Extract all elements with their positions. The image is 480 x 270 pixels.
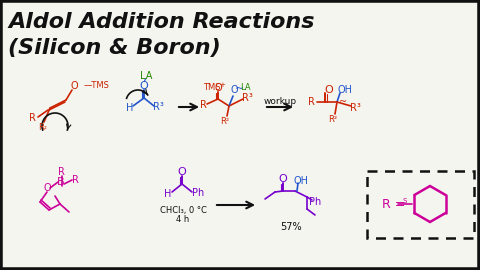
Text: OH: OH — [337, 85, 352, 95]
Text: O: O — [140, 81, 148, 91]
Text: R³: R³ — [349, 103, 360, 113]
Text: +: + — [219, 82, 225, 88]
Text: O: O — [230, 85, 238, 95]
Text: OH: OH — [293, 176, 309, 186]
Text: —TMS: —TMS — [84, 82, 110, 90]
Text: R: R — [72, 175, 78, 185]
Text: ²: ² — [44, 127, 47, 133]
Text: TMS: TMS — [203, 83, 220, 93]
Text: ~: ~ — [339, 97, 347, 107]
Text: workup: workup — [264, 97, 297, 106]
Text: R³: R³ — [241, 93, 252, 103]
Text: R: R — [29, 113, 36, 123]
Text: O: O — [214, 83, 222, 93]
Text: Aldol Addition Reactions: Aldol Addition Reactions — [8, 12, 314, 32]
Text: H: H — [164, 189, 172, 199]
Text: R: R — [38, 123, 44, 133]
Text: 57%: 57% — [280, 222, 302, 232]
Text: R =: R = — [382, 197, 406, 211]
Text: R²: R² — [220, 117, 229, 127]
Text: Ph: Ph — [309, 197, 321, 207]
Text: ~: ~ — [234, 84, 244, 94]
Text: LA: LA — [140, 71, 152, 81]
Text: S: S — [403, 198, 407, 204]
Text: O: O — [178, 167, 186, 177]
Text: LA: LA — [240, 83, 250, 93]
Text: O: O — [43, 183, 51, 193]
Text: R: R — [308, 97, 314, 107]
Text: Ph: Ph — [192, 188, 204, 198]
Text: CHCl₃, 0 °C: CHCl₃, 0 °C — [159, 205, 206, 214]
Text: O: O — [70, 81, 78, 91]
Text: R³: R³ — [153, 102, 163, 112]
Text: R²: R² — [328, 116, 337, 124]
Text: B: B — [57, 177, 65, 187]
Text: 4 h: 4 h — [176, 215, 190, 224]
Text: O: O — [278, 174, 288, 184]
Text: (Silicon & Boron): (Silicon & Boron) — [8, 38, 221, 58]
Text: R: R — [58, 167, 64, 177]
Text: R: R — [200, 100, 206, 110]
Text: H: H — [126, 103, 134, 113]
Text: O: O — [324, 85, 334, 95]
